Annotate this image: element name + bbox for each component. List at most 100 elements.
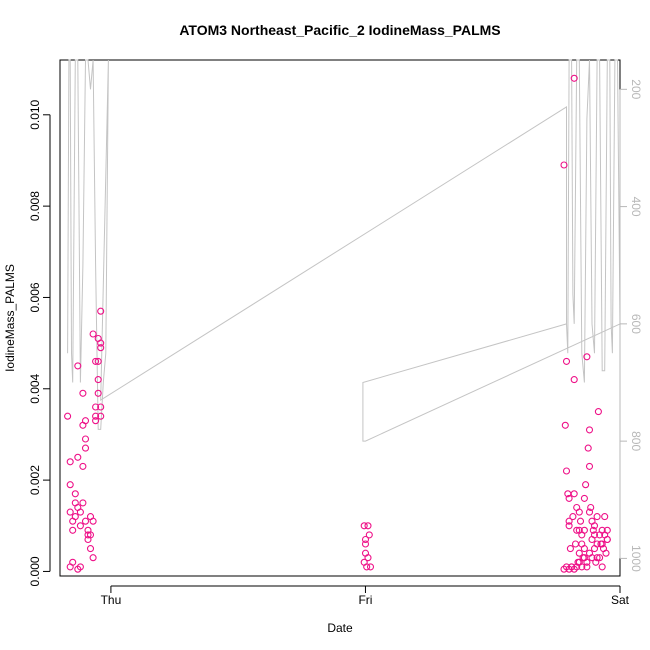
data-point: [603, 526, 611, 534]
data-point: [582, 481, 590, 489]
data-point: [561, 421, 569, 429]
data-point: [593, 554, 601, 562]
data-point: [360, 522, 368, 530]
data-point: [92, 417, 100, 425]
data-point: [71, 513, 79, 521]
right-axis: 200 400 600 800 1000: [619, 79, 643, 572]
data-point: [578, 563, 586, 571]
data-points: [64, 74, 611, 573]
data-point: [92, 412, 100, 420]
data-point: [602, 549, 610, 557]
data-point: [590, 531, 599, 539]
data-point: [583, 353, 591, 361]
data-point: [565, 494, 573, 502]
plot-frame: [59, 59, 621, 577]
data-point: [590, 522, 599, 530]
right-tick-label: 600: [629, 314, 643, 334]
data-point: [592, 558, 600, 566]
y-axis: 0.000 0.002 0.004 0.006 0.008 0.010: [28, 99, 51, 586]
x-tick-label: Thu: [101, 593, 122, 607]
data-point: [560, 161, 568, 169]
data-point: [81, 417, 90, 425]
data-point: [585, 462, 594, 470]
data-point: [79, 389, 87, 397]
data-point: [94, 376, 102, 384]
data-point: [74, 362, 82, 370]
data-point: [580, 545, 588, 553]
data-point: [86, 545, 95, 553]
data-point: [565, 522, 573, 530]
data-point: [79, 499, 87, 507]
x-tick-label: Sat: [611, 593, 630, 607]
data-point: [573, 503, 581, 512]
data-point: [598, 563, 606, 571]
x-tick-label: Fri: [358, 593, 372, 607]
data-point: [365, 531, 373, 539]
data-point: [76, 522, 84, 530]
data-point: [97, 307, 105, 315]
data-point: [593, 513, 601, 521]
data-point: [86, 531, 95, 539]
data-point: [562, 467, 571, 475]
data-point: [593, 540, 601, 548]
y-tick-label: 0.010: [28, 99, 42, 129]
y-tick-label: 0.006: [28, 282, 42, 312]
data-point: [89, 517, 97, 525]
data-point: [361, 540, 370, 548]
data-point: [89, 330, 97, 338]
data-point: [565, 517, 573, 525]
data-point: [585, 426, 594, 434]
data-point: [66, 508, 74, 516]
y-tick-label: 0.008: [28, 191, 42, 221]
x-axis: Thu Fri Sat: [101, 585, 630, 607]
data-point: [81, 444, 90, 452]
data-point: [603, 535, 611, 544]
data-point: [588, 554, 596, 562]
data-point: [92, 403, 100, 411]
data-point: [97, 412, 105, 420]
data-point: [566, 545, 574, 553]
y-tick-label: 0.004: [28, 373, 42, 403]
right-tick-label: 800: [629, 431, 643, 451]
data-point: [570, 376, 578, 384]
data-point: [570, 74, 578, 82]
data-point: [66, 481, 74, 489]
altitude-series-line: [67, 59, 621, 442]
altitude-line: [67, 59, 621, 442]
data-point: [94, 357, 102, 365]
data-point: [97, 344, 105, 352]
data-point: [583, 558, 591, 566]
data-point: [360, 558, 368, 566]
y-tick-label: 0.000: [28, 556, 42, 586]
data-point: [583, 563, 591, 571]
data-point: [576, 517, 585, 525]
right-tick-label: 1000: [629, 545, 643, 572]
data-point: [571, 540, 580, 548]
data-point: [361, 535, 370, 544]
data-point: [575, 549, 583, 557]
data-point: [570, 490, 578, 498]
data-point: [596, 554, 604, 562]
data-point: [66, 563, 74, 571]
data-point: [97, 339, 105, 347]
data-point: [569, 513, 577, 521]
data-point: [364, 554, 372, 562]
data-point: [585, 508, 594, 516]
data-point: [578, 531, 586, 539]
data-point: [76, 508, 84, 516]
data-point: [366, 563, 375, 571]
data-point: [79, 462, 87, 470]
data-point: [562, 357, 571, 365]
data-point: [584, 444, 592, 452]
data-point: [598, 526, 606, 534]
data-point: [364, 522, 372, 530]
data-point: [81, 517, 90, 525]
data-point: [64, 412, 72, 420]
data-point: [92, 357, 100, 365]
data-point: [69, 526, 77, 534]
data-point: [81, 435, 90, 443]
data-point: [84, 531, 92, 539]
data-point: [94, 389, 102, 397]
data-point: [601, 513, 609, 521]
